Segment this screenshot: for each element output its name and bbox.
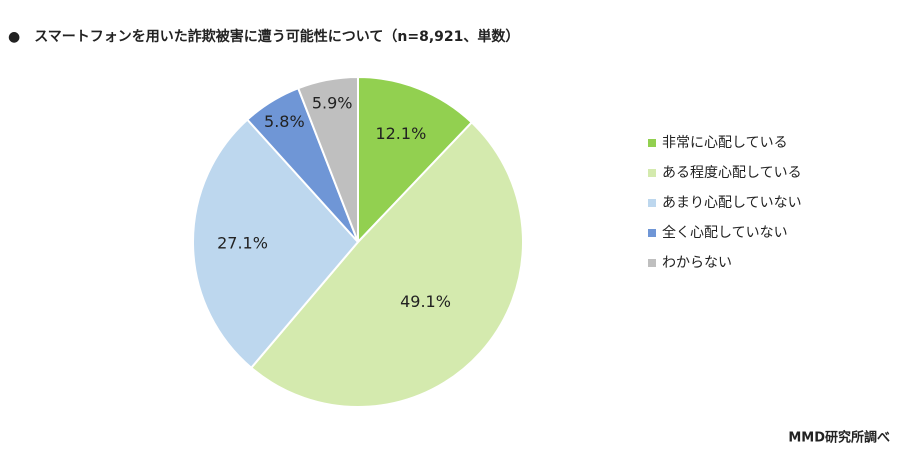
data-label: 49.1% — [400, 292, 451, 311]
legend-label: 非常に心配している — [662, 135, 788, 151]
data-label: 12.1% — [375, 124, 426, 143]
pie-slice — [249, 121, 524, 409]
legend-label: わからない — [662, 255, 732, 271]
pie-slice — [296, 75, 359, 243]
legend-marker — [648, 169, 656, 177]
pie-slice — [357, 75, 474, 245]
pie-slice — [192, 118, 360, 370]
legend-label: あまり心配していない — [662, 195, 802, 211]
legend-marker — [648, 259, 656, 267]
legend-marker — [648, 139, 656, 147]
chart-title: ● スマートフォンを用いた詐欺被害に遭う可能性について（n=8,921、単数） — [8, 28, 519, 45]
source: MMD研究所調べ — [788, 430, 890, 446]
legend-label: ある程度心配している — [662, 165, 802, 181]
data-label: 5.9% — [312, 94, 353, 113]
legend-marker — [648, 199, 656, 207]
data-label: 27.1% — [217, 233, 268, 252]
legend-label: 全く心配していない — [662, 224, 788, 241]
legend-marker — [648, 229, 656, 237]
data-label: 5.8% — [264, 112, 305, 131]
